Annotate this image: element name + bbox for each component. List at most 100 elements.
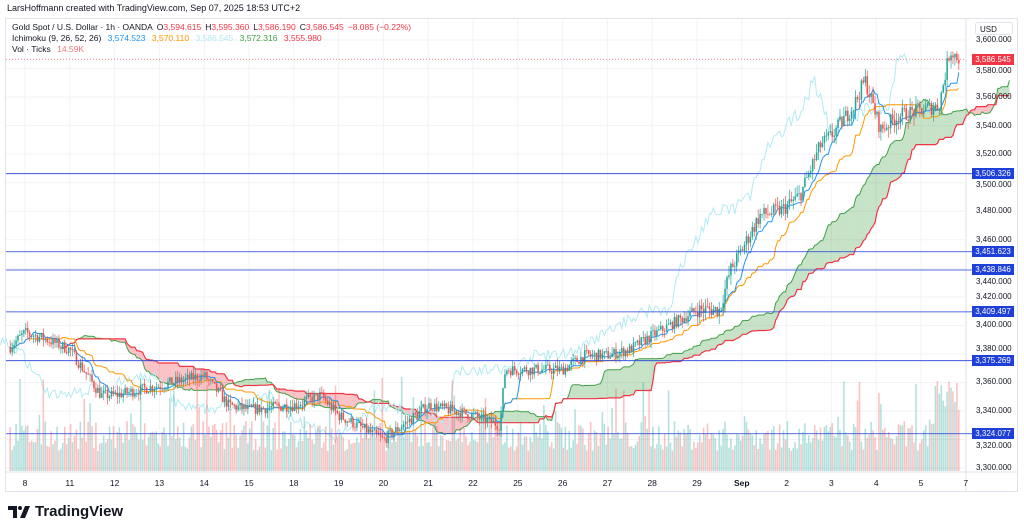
candle-body bbox=[776, 205, 779, 207]
volume-bar bbox=[909, 428, 911, 471]
cloud-segment bbox=[185, 366, 188, 390]
volume-bar bbox=[642, 382, 645, 471]
level-price-tag: 3,451.623 bbox=[972, 246, 1014, 258]
cloud-segment bbox=[136, 350, 139, 358]
candle-body bbox=[693, 308, 695, 312]
candle-body bbox=[256, 404, 259, 414]
candle-body bbox=[792, 199, 795, 202]
cloud-segment bbox=[898, 140, 901, 179]
cloud-segment bbox=[504, 411, 507, 423]
price-tick: 3,600.000 bbox=[976, 35, 1012, 44]
cloud-segment bbox=[629, 365, 632, 396]
candle-body bbox=[233, 404, 235, 406]
candle-body bbox=[445, 403, 448, 408]
volume-bar bbox=[545, 424, 547, 471]
volume-bar bbox=[601, 412, 604, 471]
volume-bar bbox=[582, 428, 584, 471]
time-tick: 13 bbox=[154, 478, 165, 488]
candle-body bbox=[829, 131, 832, 133]
volume-bar bbox=[488, 424, 491, 471]
volume-bar bbox=[718, 430, 721, 471]
candle-body bbox=[646, 335, 648, 345]
cloud-segment bbox=[736, 325, 739, 339]
volume-bar bbox=[774, 449, 777, 471]
cloud-segment bbox=[765, 312, 768, 331]
volume-bar bbox=[928, 419, 931, 471]
cloud-segment bbox=[160, 362, 163, 383]
volume-bar bbox=[628, 446, 631, 471]
candle-body bbox=[854, 97, 857, 111]
candle-body bbox=[554, 365, 557, 369]
volume-bar bbox=[815, 430, 818, 471]
legend-ichimoku-label[interactable]: Ichimoku (9, 26, 52, 26) bbox=[12, 33, 102, 43]
tradingview-logo[interactable]: TradingView bbox=[8, 503, 123, 520]
legend-symbol[interactable]: Gold Spot / U.S. Dollar · 1h · OANDA bbox=[12, 22, 153, 32]
candle-body bbox=[683, 318, 685, 323]
volume-bar bbox=[496, 421, 498, 471]
candle-body bbox=[804, 177, 806, 187]
candle-body bbox=[344, 419, 347, 423]
volume-bar bbox=[194, 439, 197, 471]
volume-bar bbox=[780, 447, 783, 471]
candle-body bbox=[833, 135, 835, 137]
volume-bar bbox=[685, 433, 687, 471]
candle-body bbox=[15, 340, 17, 345]
cloud-segment bbox=[799, 265, 802, 290]
cloud-segment bbox=[1001, 86, 1004, 96]
volume-bar bbox=[426, 442, 428, 471]
candle-body bbox=[568, 365, 571, 371]
volume-bar bbox=[167, 445, 169, 471]
candle-body bbox=[54, 338, 56, 343]
candle-body bbox=[210, 379, 212, 381]
volume-bar bbox=[907, 428, 909, 471]
volume-bar bbox=[921, 439, 923, 471]
volume-bar bbox=[326, 450, 329, 471]
cloud-segment bbox=[464, 417, 467, 427]
volume-bar bbox=[239, 435, 241, 471]
candle-body bbox=[408, 418, 411, 423]
volume-bar bbox=[424, 422, 426, 471]
volume-bar bbox=[457, 437, 459, 471]
volume-bar bbox=[891, 439, 894, 471]
candle-body bbox=[93, 381, 95, 389]
volume-bar bbox=[870, 422, 872, 471]
volume-bar bbox=[597, 446, 600, 471]
currency-button[interactable]: USD bbox=[975, 22, 1013, 35]
volume-bar bbox=[940, 385, 943, 471]
cloud-segment bbox=[645, 358, 648, 391]
candle-body bbox=[578, 361, 580, 364]
cloud-segment bbox=[871, 168, 874, 229]
candle-body bbox=[599, 349, 602, 359]
legend-volume-label[interactable]: Vol · Ticks bbox=[12, 44, 51, 54]
candle-body bbox=[529, 367, 532, 376]
volume-bar bbox=[574, 409, 576, 471]
candle-body bbox=[889, 114, 892, 129]
cloud-segment bbox=[349, 394, 352, 409]
candle-body bbox=[95, 388, 97, 393]
cloud-segment bbox=[859, 189, 862, 248]
candle-body bbox=[878, 111, 880, 132]
candle-body bbox=[83, 370, 86, 373]
candle-body bbox=[414, 413, 417, 414]
candle-body bbox=[539, 373, 541, 374]
cloud-segment bbox=[740, 320, 743, 337]
cloud-segment bbox=[960, 110, 963, 125]
cloud-segment bbox=[717, 334, 720, 346]
price-tick: 3,500.000 bbox=[976, 180, 1012, 190]
candle-body bbox=[91, 374, 93, 382]
candle-body bbox=[118, 392, 121, 397]
candle-body bbox=[496, 425, 498, 430]
cloud-segment bbox=[978, 106, 981, 115]
volume-bar bbox=[876, 449, 878, 471]
volume-bar bbox=[44, 421, 47, 471]
volume-bar bbox=[317, 425, 319, 471]
volume-bar bbox=[13, 445, 15, 471]
volume-bar bbox=[73, 436, 76, 471]
volume-bar bbox=[848, 441, 851, 471]
cloud-segment bbox=[678, 353, 681, 362]
time-tick: 5 bbox=[918, 478, 924, 488]
candle-body bbox=[365, 423, 368, 433]
time-tick: 26 bbox=[557, 478, 568, 488]
candle-body bbox=[272, 402, 274, 407]
